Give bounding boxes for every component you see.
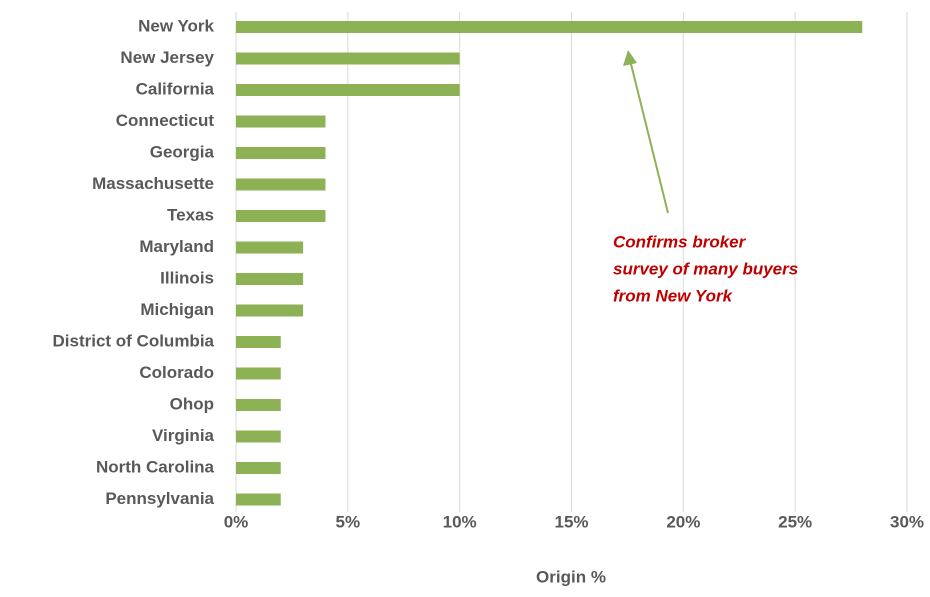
y-tick-label: New Jersey: [120, 48, 214, 67]
y-tick-label: Michigan: [140, 300, 214, 319]
y-tick-label: North Carolina: [96, 457, 215, 476]
bar: [236, 336, 281, 348]
bar: [236, 241, 304, 254]
annotation-arrow: [630, 63, 669, 214]
x-tick-label: 0%: [224, 512, 249, 531]
y-tick-label: Massachusette: [92, 174, 214, 193]
y-tick-label: Georgia: [150, 142, 215, 161]
x-tick-label: 10%: [443, 512, 477, 531]
y-tick-label: Pennsylvania: [105, 489, 214, 508]
bar: [236, 210, 326, 222]
y-tick-label: District of Columbia: [52, 331, 214, 350]
x-tick-label: 25%: [778, 512, 812, 531]
bar: [236, 115, 326, 128]
bar: [236, 273, 304, 285]
bar: [236, 84, 460, 96]
bar: [236, 304, 304, 317]
bar: [236, 178, 326, 191]
bar: [236, 462, 281, 474]
bar: [236, 493, 281, 506]
annotation-text: from New York: [613, 286, 734, 305]
y-tick-label: Ohop: [170, 394, 214, 413]
x-tick-label: 5%: [336, 512, 361, 531]
bar: [236, 147, 326, 159]
bar: [236, 367, 281, 380]
bar: [236, 399, 281, 411]
x-tick-label: 20%: [666, 512, 700, 531]
arrow-head: [623, 50, 637, 66]
bar: [236, 52, 460, 65]
x-axis-label: Origin %: [536, 567, 606, 586]
annotation-text: Confirms broker: [613, 232, 747, 251]
annotation-text: survey of many buyers: [613, 259, 798, 278]
y-tick-label: Maryland: [139, 237, 214, 256]
x-tick-label: 15%: [554, 512, 588, 531]
y-tick-label: Colorado: [139, 363, 214, 382]
y-tick-label: Illinois: [160, 268, 214, 287]
y-tick-label: New York: [138, 16, 214, 35]
y-tick-label: California: [136, 79, 215, 98]
bar: [236, 21, 863, 33]
x-tick-label: 30%: [890, 512, 924, 531]
y-tick-label: Connecticut: [116, 111, 215, 130]
y-tick-label: Virginia: [152, 426, 215, 445]
bar: [236, 430, 281, 443]
y-tick-label: Texas: [167, 205, 214, 224]
